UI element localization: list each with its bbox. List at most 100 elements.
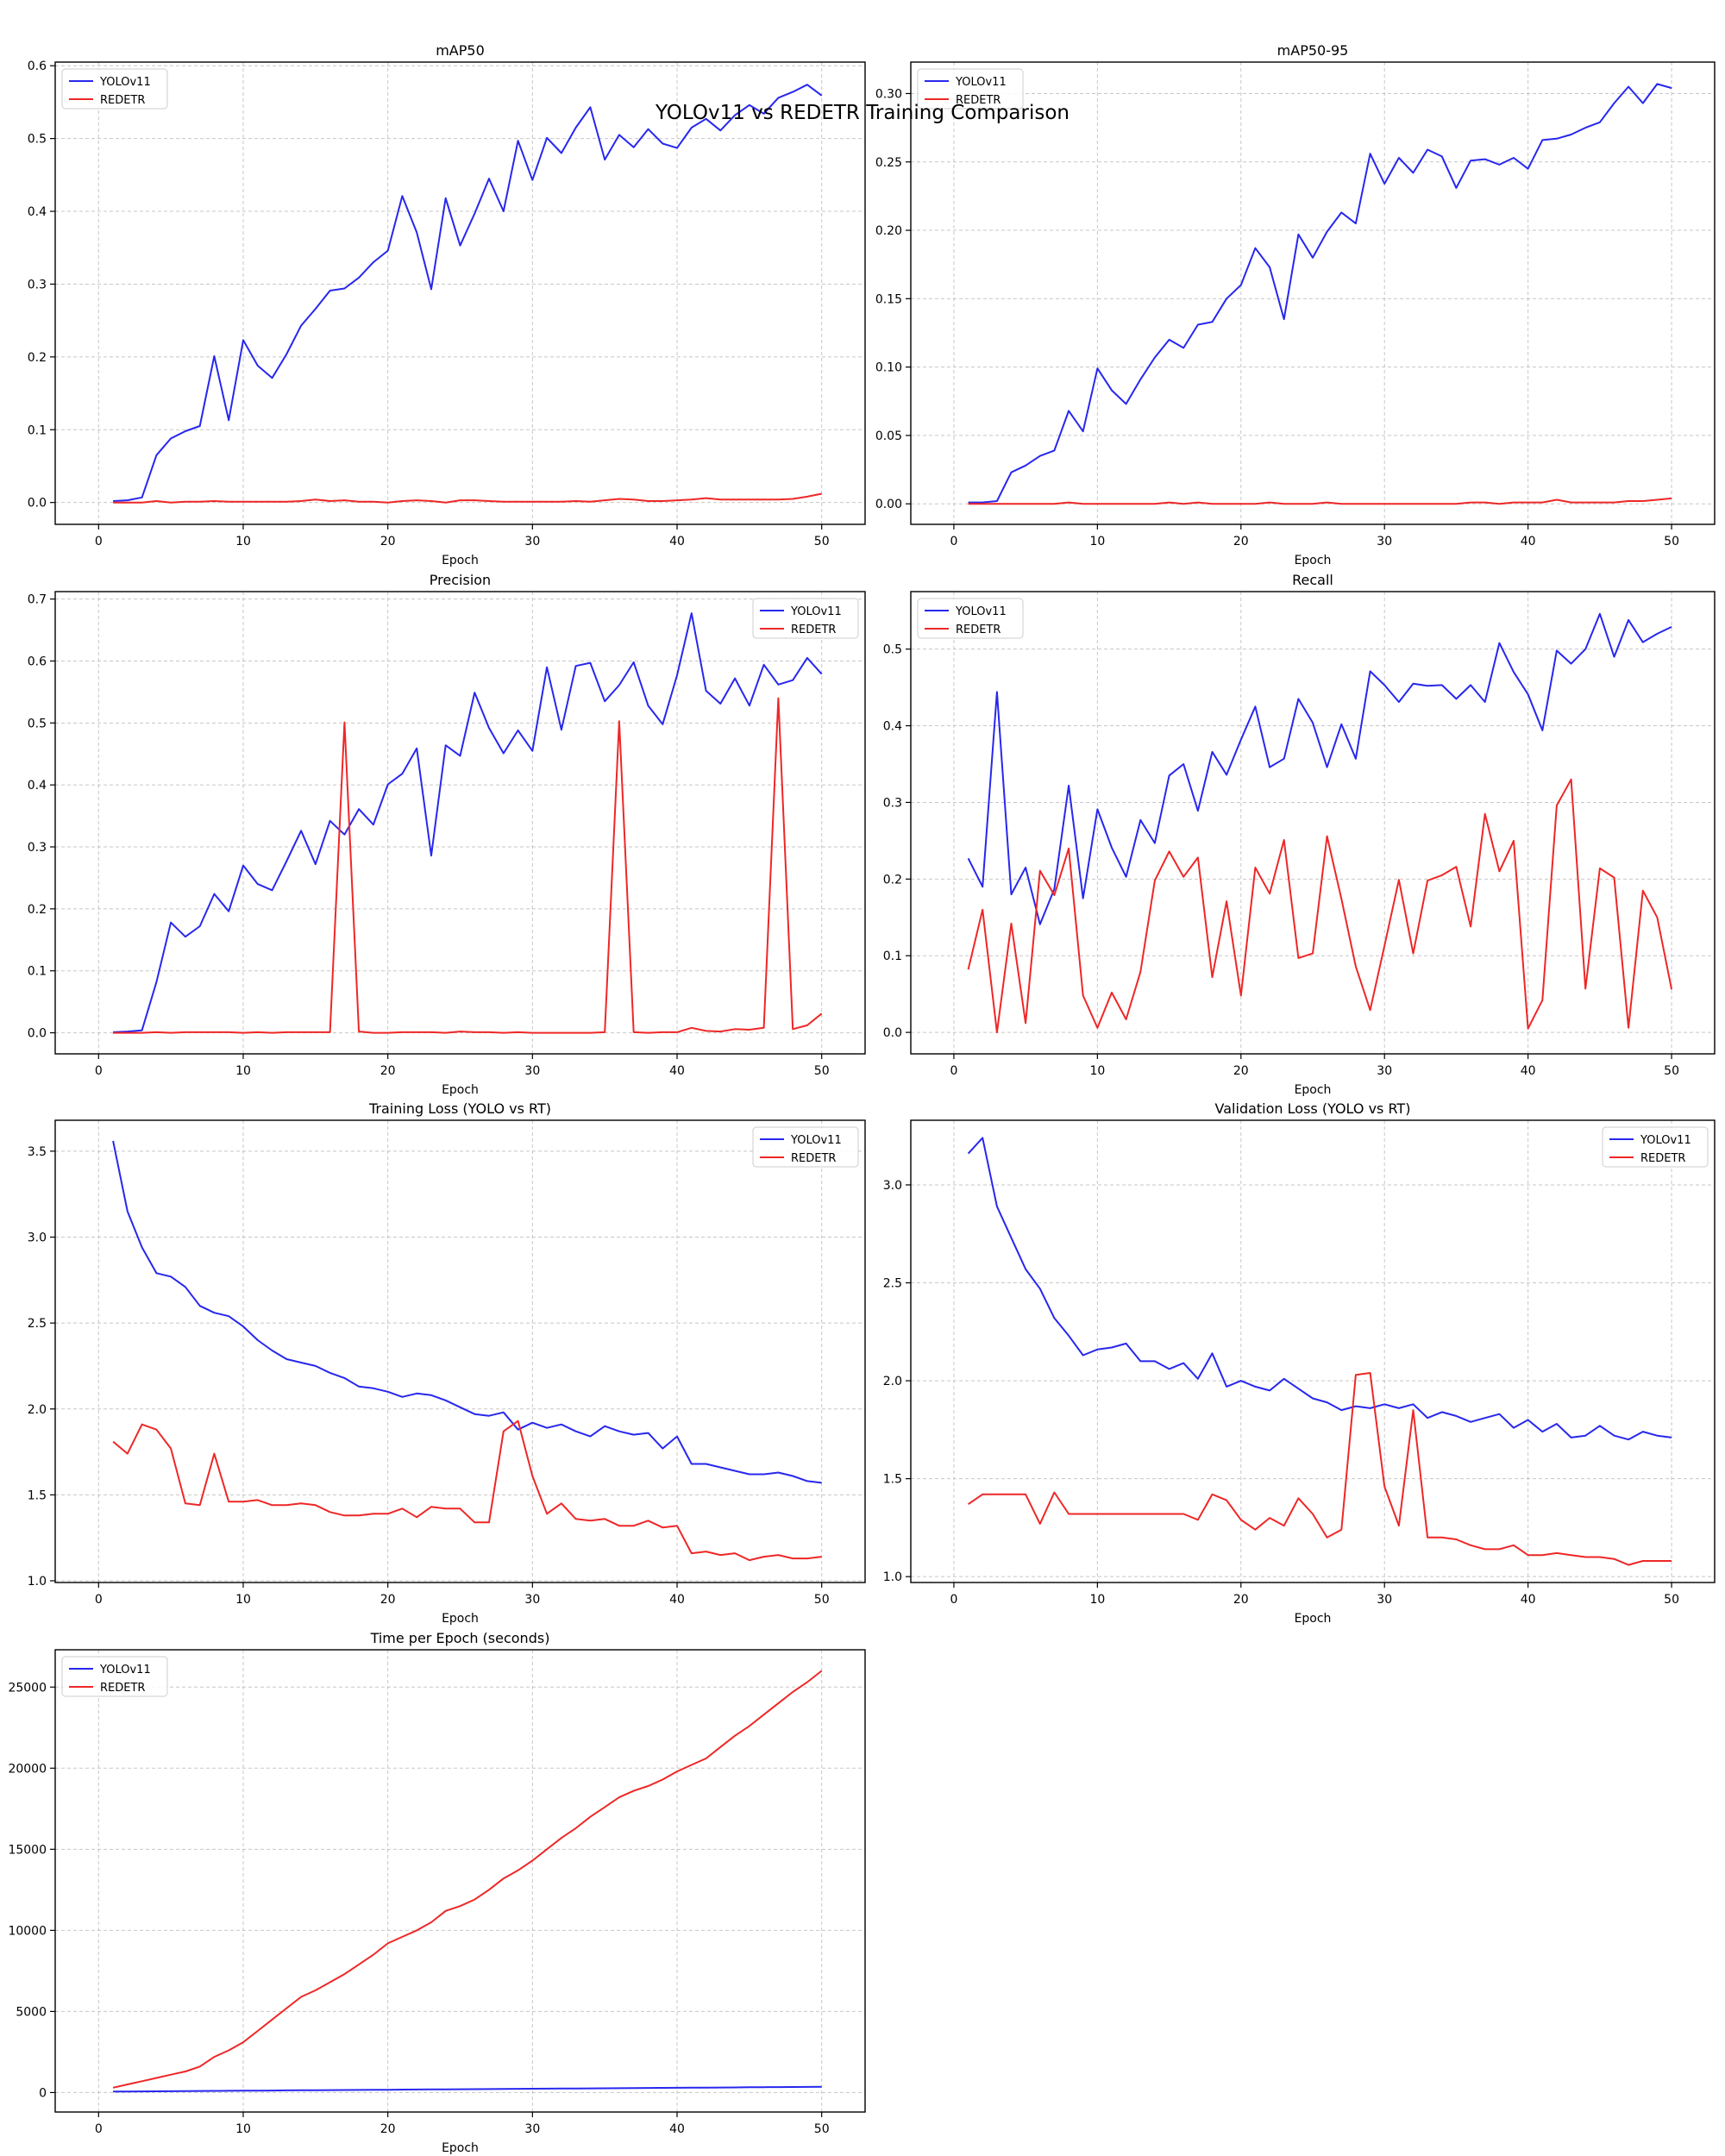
x-tick-label: 20	[1233, 1064, 1249, 1078]
axes-frame	[54, 61, 866, 525]
y-tick-label: 0.4	[28, 205, 47, 219]
x-tick-label: 10	[235, 1593, 251, 1607]
x-tick-label: 40	[1521, 535, 1536, 548]
legend-label-yolov11: YOLOv11	[99, 76, 151, 89]
y-tick-label: 0.25	[875, 156, 902, 170]
series-line-yolov11	[967, 1137, 1672, 1441]
legend-label-yolov11: YOLOv11	[790, 1134, 842, 1147]
y-tick-label: 0.1	[28, 423, 47, 437]
y-tick-label: 0.7	[28, 593, 47, 607]
y-tick-label: 0.0	[28, 497, 47, 511]
subplot-title: mAP50-95	[1277, 42, 1349, 59]
x-tick-label: 20	[1233, 1593, 1249, 1607]
x-tick-label: 30	[524, 535, 540, 548]
x-tick-label: 0	[950, 1064, 957, 1078]
y-tick-label: 15000	[8, 1843, 47, 1857]
y-tick-label: 0.4	[28, 779, 47, 793]
legend-label-yolov11: YOLOv11	[1640, 1134, 1691, 1147]
legend-label-redetr: REDETR	[956, 624, 1000, 636]
subplot-title: Time per Epoch (seconds)	[370, 1630, 550, 1646]
x-tick-label: 20	[380, 535, 396, 548]
x-tick-label: 30	[524, 1064, 540, 1078]
x-tick-label: 30	[1377, 535, 1392, 548]
series-line-redetr	[113, 492, 822, 504]
x-tick-label: 10	[235, 535, 251, 548]
y-tick-label: 5000	[16, 2005, 47, 2019]
x-tick-label: 0	[95, 535, 103, 548]
axes-frame	[54, 591, 866, 1055]
legend-label-yolov11: YOLOv11	[955, 76, 1007, 89]
x-axis-label: Epoch	[1295, 1083, 1332, 1097]
y-tick-label: 2.5	[28, 1317, 47, 1331]
subplot-7: 0 10 20 30 40 50 0 5000 10000 15000 20000 25000 Time…	[8, 1630, 866, 2155]
plot-area	[55, 592, 865, 1054]
x-axis-label: Epoch	[1295, 1612, 1332, 1626]
y-tick-label: 1.5	[883, 1473, 902, 1487]
legend: YOLOv11 REDETR	[61, 68, 168, 110]
legend-label-redetr: REDETR	[100, 94, 145, 107]
y-tick-label: 0.6	[28, 655, 47, 668]
subplot-title: Recall	[1292, 572, 1333, 588]
legend: YOLOv11 REDETR	[61, 1656, 168, 1697]
axes-frame	[54, 1119, 866, 1583]
x-tick-label: 0	[950, 1593, 957, 1607]
y-tick-label: 3.0	[883, 1179, 902, 1193]
x-tick-label: 20	[1233, 535, 1249, 548]
series-line-redetr	[967, 778, 1673, 1034]
y-tick-label: 1.0	[883, 1570, 902, 1584]
axes-frame	[54, 1649, 866, 2113]
y-tick-label: 3.0	[28, 1231, 47, 1244]
subplot-title: mAP50	[436, 42, 485, 59]
y-tick-label: 25000	[8, 1681, 47, 1695]
y-tick-label: 0.15	[875, 292, 902, 306]
x-tick-label: 50	[814, 1593, 830, 1607]
legend-label-yolov11: YOLOv11	[955, 605, 1007, 618]
y-tick-label: 0.5	[28, 717, 47, 730]
series-line-yolov11	[113, 2085, 822, 2093]
axes-frame	[910, 61, 1716, 525]
y-tick-label: 0.3	[883, 796, 902, 810]
series-line-redetr	[968, 497, 1672, 505]
series-line-yolov11	[967, 612, 1672, 925]
plot-area	[911, 1120, 1715, 1583]
legend: YOLOv11 REDETR	[752, 598, 859, 639]
y-tick-label: 10000	[8, 1924, 47, 1938]
x-tick-label: 10	[1089, 535, 1105, 548]
subplot-1: 0 10 20 30 40 50 0.0 0.1 0.2 0.3 0.4 0.5 0.6 mAP50 Epo…	[28, 42, 866, 567]
y-tick-label: 0.1	[883, 950, 902, 963]
legend: YOLOv11 REDETR	[917, 598, 1024, 639]
x-axis-label: Epoch	[442, 2141, 479, 2155]
plot-area	[911, 592, 1715, 1054]
subplot-2: 0 10 20 30 40 50 0.00 0.05 0.10 0.15 0.20 0.25 0.30 m…	[875, 42, 1716, 567]
subplot-3: 0 10 20 30 40 50 0.0 0.1 0.2 0.3 0.4 0.5 0.6 0.7 Preci…	[28, 572, 866, 1097]
y-tick-label: 0.6	[28, 60, 47, 73]
y-tick-label: 0	[39, 2086, 47, 2100]
y-tick-label: 0.5	[883, 643, 902, 657]
y-tick-label: 0.1	[28, 965, 47, 979]
x-tick-label: 30	[524, 1593, 540, 1607]
x-tick-label: 10	[235, 2122, 251, 2136]
x-tick-label: 20	[380, 1064, 396, 1078]
y-tick-label: 1.0	[28, 1575, 47, 1589]
legend: YOLOv11 REDETR	[752, 1126, 859, 1168]
legend: YOLOv11 REDETR	[1602, 1126, 1709, 1168]
series-line-redetr	[968, 1372, 1672, 1566]
x-tick-label: 10	[235, 1064, 251, 1078]
x-tick-label: 50	[1664, 535, 1679, 548]
x-tick-label: 50	[1664, 1064, 1679, 1078]
plot-area	[55, 1120, 865, 1583]
subplot-5: 0 10 20 30 40 50 1.0 1.5 2.0 2.5 3.0 3.5 Training Lo…	[28, 1100, 866, 1626]
x-tick-label: 40	[669, 535, 685, 548]
y-tick-label: 0.00	[875, 498, 902, 511]
y-tick-label: 0.2	[28, 351, 47, 365]
x-tick-label: 40	[669, 1064, 685, 1078]
x-tick-label: 40	[1521, 1593, 1536, 1607]
y-tick-label: 2.0	[28, 1403, 47, 1417]
y-tick-label: 2.5	[883, 1277, 902, 1291]
y-tick-label: 0.5	[28, 133, 47, 147]
x-tick-label: 40	[669, 2122, 685, 2136]
y-tick-label: 20000	[8, 1762, 47, 1776]
y-tick-label: 0.20	[875, 224, 902, 238]
x-tick-label: 50	[814, 535, 830, 548]
x-tick-label: 40	[1521, 1064, 1536, 1078]
